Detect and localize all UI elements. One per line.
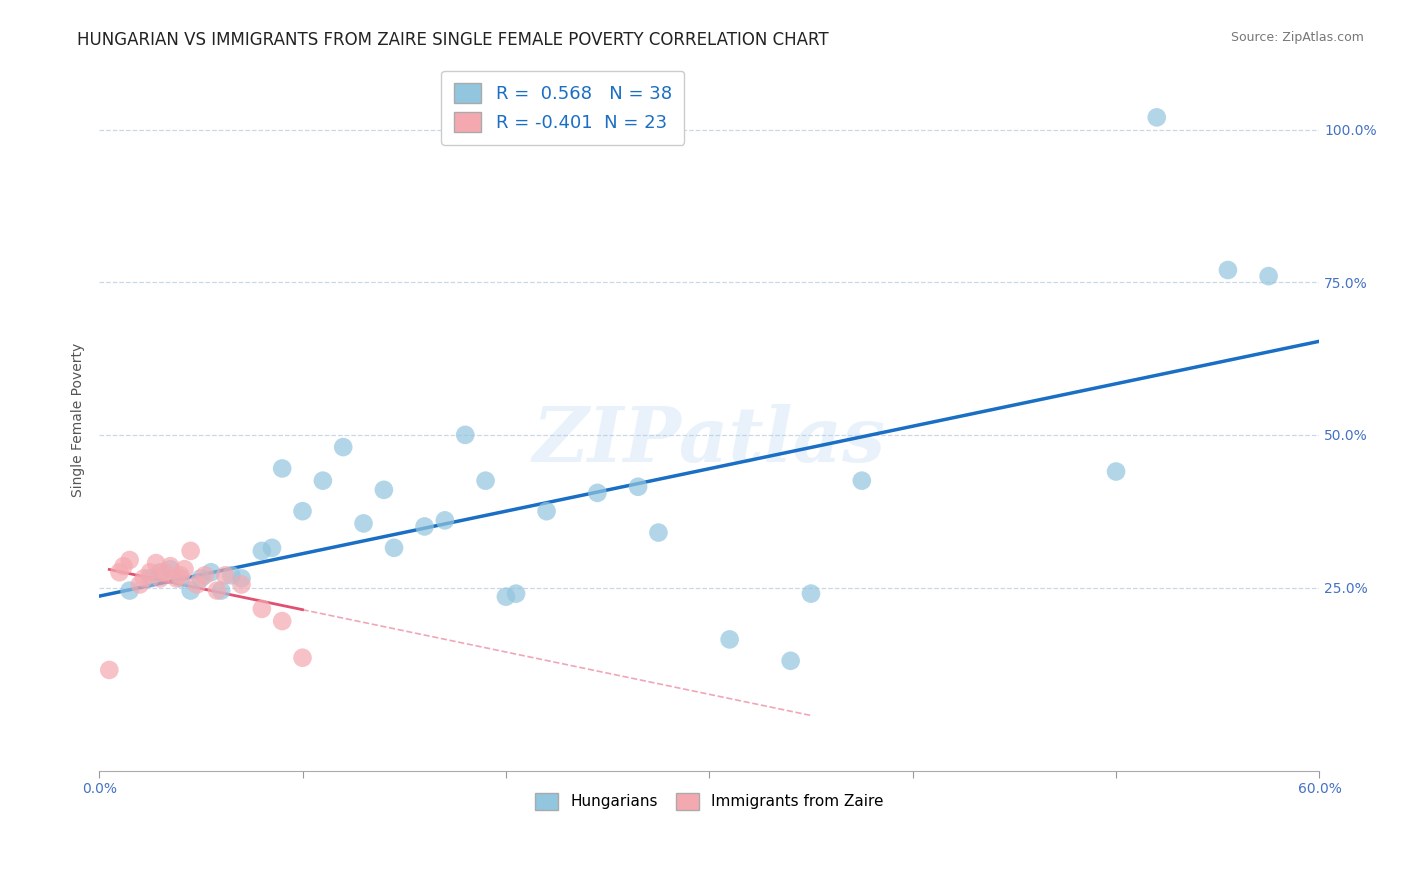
Point: [209, 583, 232, 598]
Point: [433, 513, 456, 527]
Point: [118, 553, 141, 567]
Point: [112, 559, 135, 574]
Point: [312, 474, 335, 488]
Point: [180, 583, 202, 598]
Point: [139, 566, 162, 580]
Point: [165, 571, 187, 585]
Point: [373, 483, 395, 497]
Point: [851, 474, 873, 488]
Point: [145, 556, 167, 570]
Point: [250, 602, 273, 616]
Point: [159, 559, 181, 574]
Point: [128, 577, 150, 591]
Point: [169, 568, 191, 582]
Text: HUNGARIAN VS IMMIGRANTS FROM ZAIRE SINGLE FEMALE POVERTY CORRELATION CHART: HUNGARIAN VS IMMIGRANTS FROM ZAIRE SINGL…: [77, 31, 830, 49]
Point: [200, 566, 222, 580]
Text: ZIPatlas: ZIPatlas: [533, 404, 886, 478]
Point: [190, 571, 212, 585]
Point: [149, 566, 172, 580]
Point: [1216, 263, 1239, 277]
Legend: Hungarians, Immigrants from Zaire: Hungarians, Immigrants from Zaire: [529, 787, 890, 815]
Point: [1105, 465, 1128, 479]
Point: [291, 504, 314, 518]
Point: [153, 566, 176, 580]
Point: [271, 461, 294, 475]
Point: [647, 525, 669, 540]
Point: [132, 571, 155, 585]
Point: [149, 571, 172, 585]
Point: [139, 571, 162, 585]
Point: [173, 562, 195, 576]
Point: [474, 474, 496, 488]
Point: [586, 486, 609, 500]
Point: [231, 571, 253, 585]
Point: [382, 541, 405, 555]
Y-axis label: Single Female Poverty: Single Female Poverty: [72, 343, 86, 497]
Point: [108, 566, 131, 580]
Point: [454, 428, 477, 442]
Point: [291, 650, 314, 665]
Point: [332, 440, 354, 454]
Point: [505, 586, 527, 600]
Point: [194, 568, 217, 582]
Point: [353, 516, 375, 531]
Text: Source: ZipAtlas.com: Source: ZipAtlas.com: [1230, 31, 1364, 45]
Point: [180, 544, 202, 558]
Point: [260, 541, 283, 555]
Point: [495, 590, 517, 604]
Point: [800, 586, 823, 600]
Point: [1146, 111, 1168, 125]
Point: [231, 577, 253, 591]
Point: [186, 577, 208, 591]
Point: [779, 654, 801, 668]
Point: [627, 480, 650, 494]
Point: [536, 504, 558, 518]
Point: [205, 583, 228, 598]
Point: [1257, 269, 1279, 284]
Point: [718, 632, 741, 647]
Point: [98, 663, 121, 677]
Point: [271, 614, 294, 628]
Point: [118, 583, 141, 598]
Point: [214, 568, 236, 582]
Point: [413, 519, 436, 533]
Point: [159, 562, 181, 576]
Point: [169, 571, 191, 585]
Point: [250, 544, 273, 558]
Point: [221, 568, 243, 582]
